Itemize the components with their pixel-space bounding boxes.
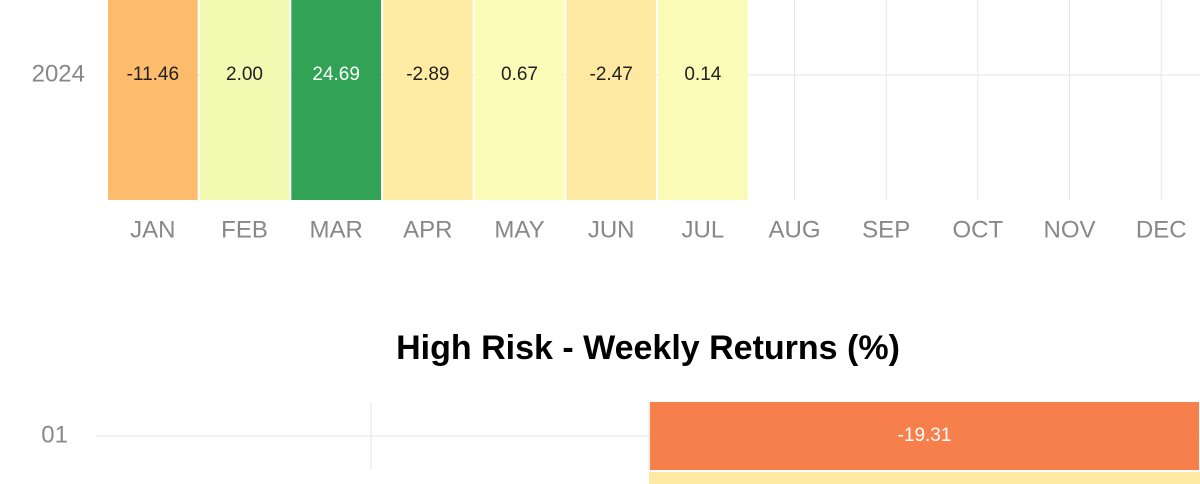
column-label: MAR bbox=[310, 216, 363, 243]
cell bbox=[566, 0, 657, 200]
chart-title: High Risk - Weekly Returns (%) bbox=[396, 329, 900, 367]
column-label: APR bbox=[403, 216, 452, 243]
column-label: SEP bbox=[862, 216, 910, 243]
cell-label: 0.14 bbox=[684, 64, 721, 85]
column-label: AUG bbox=[769, 216, 821, 243]
column-label: DEC bbox=[1136, 216, 1187, 243]
cell bbox=[658, 0, 748, 200]
cell bbox=[474, 0, 565, 200]
column-label: JUL bbox=[682, 216, 725, 243]
cell bbox=[108, 0, 198, 200]
cell bbox=[291, 0, 382, 200]
column-label: JAN bbox=[130, 216, 175, 243]
cell-label: 0.67 bbox=[501, 64, 538, 85]
row-label: 01 bbox=[41, 421, 68, 448]
cell-label: -2.47 bbox=[590, 64, 633, 85]
column-label: NOV bbox=[1044, 216, 1096, 243]
cell bbox=[383, 0, 473, 200]
row-label: 2024 bbox=[32, 60, 85, 87]
cell-label: -11.46 bbox=[127, 64, 179, 85]
column-label: MAY bbox=[494, 216, 544, 243]
column-label: JUN bbox=[588, 216, 635, 243]
cell bbox=[650, 402, 1199, 470]
cell bbox=[199, 0, 290, 200]
cell-label: -2.89 bbox=[406, 64, 449, 85]
column-label: OCT bbox=[953, 216, 1004, 243]
cell-partial bbox=[649, 472, 1200, 484]
column-label: FEB bbox=[221, 216, 268, 243]
cell-label: -19.31 bbox=[898, 425, 952, 446]
cell-label: 24.69 bbox=[312, 64, 360, 85]
cell-label: 2.00 bbox=[226, 64, 263, 85]
